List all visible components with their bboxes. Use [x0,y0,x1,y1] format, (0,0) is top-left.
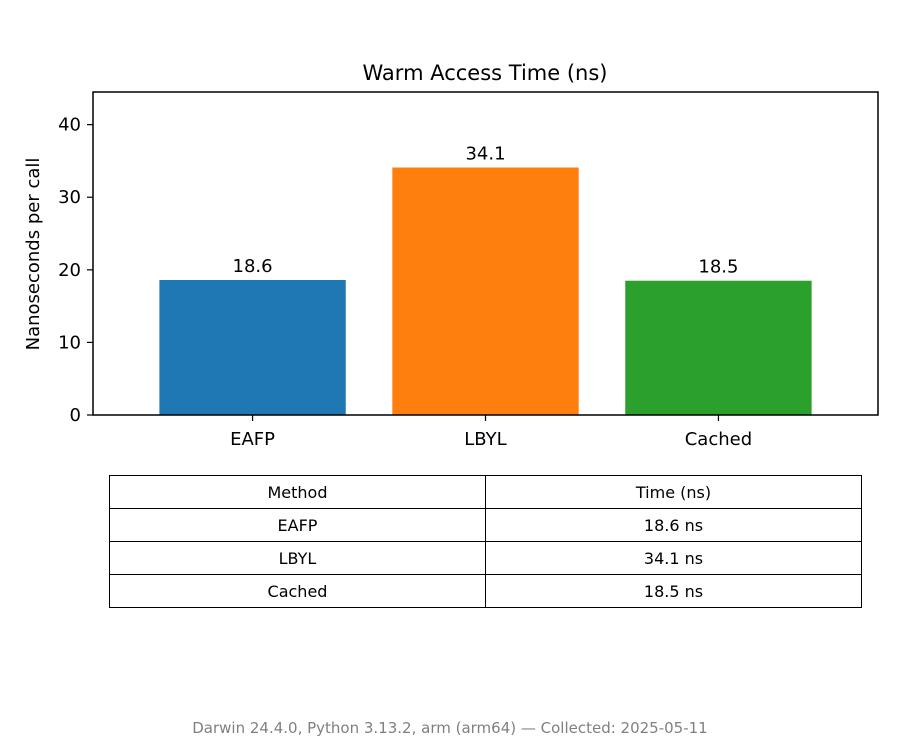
bar-cached [625,280,812,415]
y-tick-label: 40 [58,115,81,136]
table-header-row: Method Time (ns) [109,475,862,509]
header-method: Method [109,475,486,509]
header-time: Time (ns) [485,475,862,509]
method-cell: LBYL [109,541,486,575]
x-tick-label: LBYL [464,429,506,450]
y-axis-label: Nanoseconds per call [23,158,44,351]
time-cell: 18.5 ns [485,574,862,608]
results-table: Method Time (ns) EAFP 18.6 ns LBYL 34.1 … [109,475,862,608]
method-cell: Cached [109,574,486,608]
bar-lbyl [392,167,579,415]
plot-frame [92,91,879,416]
table-row: LBYL 34.1 ns [109,541,862,575]
time-cell: 34.1 ns [485,541,862,575]
x-tick-label: Cached [685,429,752,450]
data-label-eafp: 18.6 [233,256,273,277]
bar-eafp [159,279,346,415]
y-tick-label: 0 [70,405,81,426]
y-tick-label: 10 [58,332,81,353]
chart-title: Warm Access Time (ns) [363,61,608,85]
method-cell: EAFP [109,508,486,542]
table-row: EAFP 18.6 ns [109,508,862,542]
data-label-cached: 18.5 [698,257,738,278]
table-row: Cached 18.5 ns [109,574,862,608]
bar-chart: Warm Access Time (ns) 18.6 34.1 18.5 0 10 20… [23,61,879,450]
data-label-lbyl: 34.1 [465,143,505,164]
x-tick-label: EAFP [230,429,275,450]
y-tick-label: 30 [58,187,81,208]
y-tick-label: 20 [58,260,81,281]
time-cell: 18.6 ns [485,508,862,542]
footer-note: Darwin 24.4.0, Python 3.13.2, arm (arm64… [192,719,708,737]
